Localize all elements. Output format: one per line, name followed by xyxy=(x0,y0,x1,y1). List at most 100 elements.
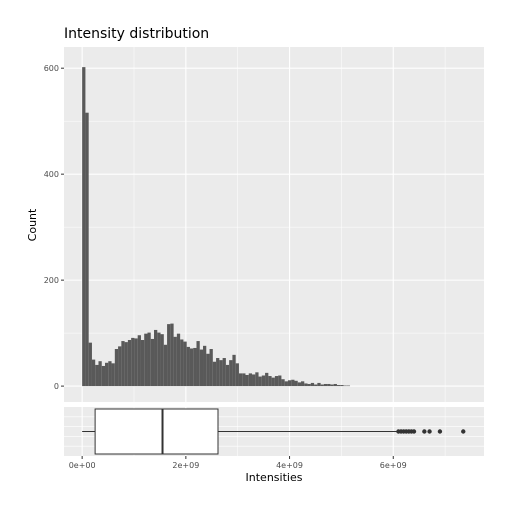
histogram-bar xyxy=(177,334,180,386)
histogram-bar xyxy=(115,349,118,386)
histogram-bar xyxy=(180,339,183,386)
histogram-bar xyxy=(190,348,193,386)
histogram-bar xyxy=(138,335,141,386)
outlier-point xyxy=(427,429,431,433)
histogram-bar xyxy=(232,355,235,386)
histogram-bar xyxy=(95,365,98,386)
histogram-bar xyxy=(102,366,105,386)
histogram-bar xyxy=(161,334,164,386)
box-iqr xyxy=(95,409,218,454)
histogram-bar xyxy=(187,347,190,386)
histogram-bar xyxy=(121,341,124,386)
histogram-bar xyxy=(193,348,196,386)
histogram-bar xyxy=(105,363,108,386)
histogram-bar xyxy=(314,385,317,387)
histogram-bar xyxy=(288,380,291,386)
x-tick-label: 2e+09 xyxy=(172,461,199,470)
y-tick-label: 600 xyxy=(44,64,59,73)
histogram-bar xyxy=(275,376,278,386)
histogram-bar xyxy=(131,338,134,386)
histogram-bar xyxy=(85,113,88,386)
outlier-point xyxy=(438,429,442,433)
y-tick-label: 400 xyxy=(44,170,59,179)
histogram-bar xyxy=(170,324,173,387)
histogram-bar xyxy=(272,378,275,386)
histogram-bar xyxy=(317,383,320,386)
histogram-bar xyxy=(144,334,147,386)
histogram-bar xyxy=(128,340,131,386)
y-axis-ticks: 0 200 400 600 xyxy=(44,64,64,391)
histogram-bar xyxy=(108,361,111,386)
histogram-bar xyxy=(164,345,167,386)
histogram-bar xyxy=(291,380,294,386)
histogram-bar xyxy=(200,350,203,387)
x-tick-label: 0e+00 xyxy=(69,461,96,470)
histogram-bar xyxy=(343,386,346,387)
histogram-bar xyxy=(174,337,177,386)
histogram-bar xyxy=(308,384,311,386)
histogram-bar xyxy=(262,376,265,387)
histogram-bar xyxy=(134,338,137,386)
histogram-bar xyxy=(268,376,271,386)
outlier-point xyxy=(422,429,426,433)
histogram-bar xyxy=(245,375,248,386)
histogram-bar xyxy=(219,360,222,386)
outlier-point xyxy=(412,429,416,433)
histogram-bar xyxy=(196,341,199,386)
histogram-bar xyxy=(294,381,297,386)
histogram-bar xyxy=(301,381,304,386)
x-axis-ticks: 0e+00 2e+09 4e+09 6e+09 xyxy=(69,456,407,470)
histogram-bar xyxy=(210,349,213,386)
histogram-bar xyxy=(249,373,252,386)
histogram-bar xyxy=(334,384,337,386)
histogram-bar xyxy=(82,67,85,386)
histogram-bar xyxy=(252,374,255,386)
histogram-bar xyxy=(311,383,314,386)
histogram-bar xyxy=(118,346,121,386)
histogram-bar xyxy=(278,376,281,387)
histogram-bar xyxy=(259,377,262,387)
histogram-bar xyxy=(324,384,327,386)
histogram-bar xyxy=(213,362,216,386)
x-axis-title: Intensities xyxy=(246,471,303,484)
histogram-bar xyxy=(216,358,219,386)
histogram-bar xyxy=(157,333,160,387)
histogram-bar xyxy=(337,385,340,386)
histogram-bar xyxy=(141,340,144,386)
histogram-bar xyxy=(167,324,170,386)
histogram-bar xyxy=(154,330,157,386)
histogram-bar xyxy=(203,346,206,386)
histogram-bar xyxy=(255,372,258,386)
y-tick-label: 0 xyxy=(54,382,59,391)
histogram-bar xyxy=(125,342,128,386)
histogram-bar xyxy=(147,333,150,387)
histogram-bar xyxy=(327,384,330,386)
chart-title: Intensity distribution xyxy=(64,26,209,42)
histogram-bar xyxy=(112,363,115,386)
histogram-bar xyxy=(151,339,154,386)
histogram-bar xyxy=(285,381,288,386)
histogram-bar xyxy=(330,385,333,387)
histogram-bar xyxy=(98,361,101,386)
histogram-bar xyxy=(265,373,268,386)
histogram-bar xyxy=(347,386,350,387)
histogram-bar xyxy=(239,373,242,386)
histogram-bar xyxy=(281,379,284,386)
histogram-bar xyxy=(206,354,209,386)
histogram-bar xyxy=(183,342,186,387)
outlier-point xyxy=(461,429,465,433)
histogram-bar xyxy=(298,382,301,386)
histogram-bar xyxy=(236,363,239,386)
histogram-bar xyxy=(89,343,92,386)
histogram-bar xyxy=(92,360,95,386)
histogram-bar xyxy=(340,385,343,386)
x-tick-label: 6e+09 xyxy=(380,461,407,470)
histogram-bar xyxy=(242,373,245,386)
histogram-bar xyxy=(229,360,232,386)
histogram-bar xyxy=(304,383,307,386)
x-tick-label: 4e+09 xyxy=(276,461,303,470)
histogram-bar xyxy=(321,385,324,387)
histogram-bar xyxy=(226,365,229,386)
y-tick-label: 200 xyxy=(44,276,59,285)
